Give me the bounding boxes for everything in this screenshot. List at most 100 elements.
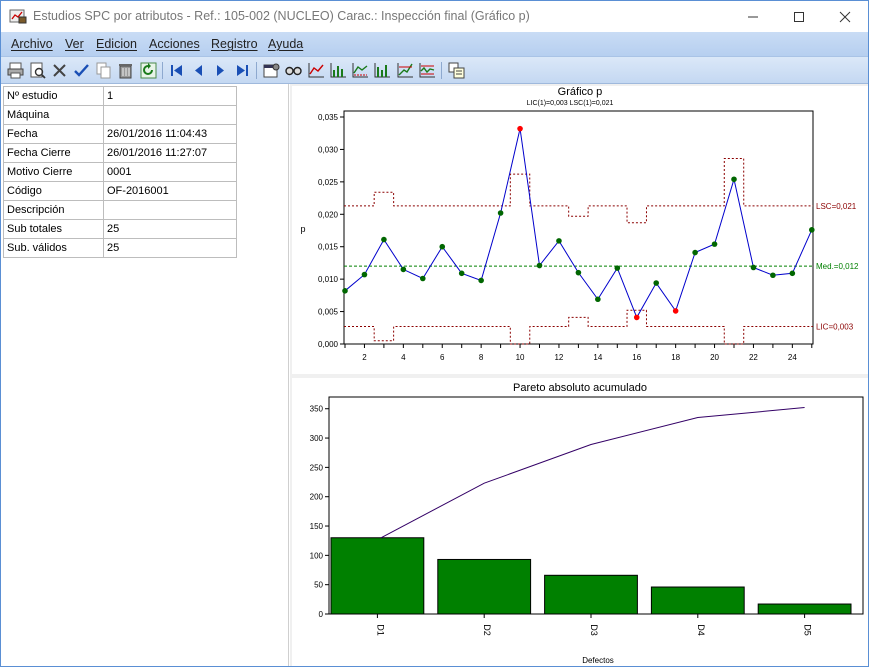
x-tick-label: 2: [362, 353, 367, 362]
info-label: Fecha: [3, 124, 104, 144]
x-tick-label: 22: [749, 353, 758, 362]
x-tick-label: D1: [375, 624, 385, 636]
chart-line-icon[interactable]: [307, 61, 326, 80]
info-row[interactable]: Sub totales 25: [3, 219, 237, 239]
x-tick-label: 18: [671, 353, 680, 362]
close-button[interactable]: [822, 1, 868, 32]
menu-acciones[interactable]: Acciones: [149, 37, 200, 51]
menu-bar: Archivo Ver Edicion Acciones Registro Ay…: [1, 32, 868, 57]
y-tick-label: 0,020: [318, 210, 339, 219]
x-tick-label: 14: [593, 353, 602, 362]
menu-archivo[interactable]: Archivo: [11, 37, 53, 51]
minimize-button[interactable]: [730, 1, 776, 32]
title-bar[interactable]: Estudios SPC por atributos - Ref.: 105-0…: [1, 1, 868, 32]
y-tick-label: 0,015: [318, 243, 339, 252]
info-label: Sub. válidos: [3, 238, 104, 258]
close-icon: [839, 11, 851, 22]
study-info-table: Nº estudio 1 Máquina Fecha 26/01/2016 11:04:…: [3, 86, 237, 258]
info-row[interactable]: Motivo Cierre 0001: [3, 162, 237, 182]
y-axis-label: p: [300, 224, 305, 234]
data-point: [770, 272, 776, 279]
data-point: [361, 271, 368, 278]
refresh-icon[interactable]: [139, 61, 158, 80]
toolbar: [1, 57, 868, 84]
menu-edicion[interactable]: Edicion: [96, 37, 137, 51]
info-value[interactable]: 1: [103, 86, 237, 106]
mean-label: Med.=0,012: [816, 262, 859, 271]
y-tick-label: 0,025: [318, 178, 339, 187]
info-label: Nº estudio: [3, 86, 104, 106]
data-point: [614, 265, 621, 271]
chart-trend-icon[interactable]: [396, 61, 415, 80]
info-label: Fecha Cierre: [3, 143, 104, 163]
p-chart: Gráfico p LIC(1)=0,003 LSC(1)=0,021 0,000 0…: [300, 86, 859, 362]
upper-control-limit: [344, 158, 813, 224]
data-point: [711, 241, 718, 247]
bar-d3: [544, 574, 638, 615]
next-record-icon[interactable]: [211, 61, 230, 80]
y-tick-label: 0: [319, 610, 324, 619]
pareto-chart-panel: Pareto absoluto acumulado 0 50 100 150 200 250…: [292, 378, 868, 666]
y-tick-label: 0,005: [318, 308, 339, 317]
copy-icon[interactable]: [94, 61, 113, 80]
info-label: Sub totales: [3, 219, 104, 239]
x-tick-label: 12: [554, 353, 563, 362]
chart-bar-icon[interactable]: [329, 61, 348, 80]
info-value[interactable]: [103, 200, 237, 220]
cumulative-line: [380, 407, 805, 539]
x-tick-label: D5: [803, 624, 813, 636]
chart-bar-alt-icon[interactable]: [373, 61, 392, 80]
minimize-icon: [748, 16, 758, 17]
properties-icon[interactable]: [262, 61, 281, 80]
info-row[interactable]: Código OF-2016001: [3, 181, 237, 201]
info-value[interactable]: OF-2016001: [103, 181, 237, 201]
study-info-panel: Nº estudio 1 Máquina Fecha 26/01/2016 11:04:…: [1, 84, 289, 666]
info-row[interactable]: Nº estudio 1: [3, 86, 237, 106]
bar-d1: [330, 537, 425, 615]
last-record-icon[interactable]: [233, 61, 252, 80]
print-preview-icon[interactable]: [28, 61, 47, 80]
info-value[interactable]: 26/01/2016 11:04:43: [103, 124, 237, 144]
delete-icon[interactable]: [50, 61, 69, 80]
chart-control-icon[interactable]: [418, 61, 437, 80]
info-row[interactable]: Máquina: [3, 105, 237, 125]
info-label: Descripción: [3, 200, 104, 220]
data-point-out: [633, 314, 640, 321]
data-point: [458, 270, 465, 277]
trash-icon[interactable]: [116, 61, 135, 80]
glasses-icon[interactable]: [284, 61, 303, 80]
info-row[interactable]: Fecha Cierre 26/01/2016 11:27:07: [3, 143, 237, 163]
y-tick-label: 0,035: [318, 113, 339, 122]
check-icon[interactable]: [72, 61, 91, 80]
chart-line-alt-icon[interactable]: [351, 61, 370, 80]
data-point: [731, 176, 737, 183]
data-point: [342, 288, 348, 294]
menu-registro[interactable]: Registro: [211, 37, 258, 51]
info-value[interactable]: [103, 105, 237, 125]
menu-ayuda[interactable]: Ayuda: [268, 37, 304, 51]
print-icon[interactable]: [6, 61, 25, 80]
info-value[interactable]: 26/01/2016 11:27:07: [103, 143, 237, 163]
info-value[interactable]: 0001: [103, 162, 237, 182]
y-tick-label: 250: [310, 463, 324, 472]
previous-record-icon[interactable]: [189, 61, 208, 80]
chart-title: Pareto absoluto acumulado: [513, 382, 647, 394]
info-label: Motivo Cierre: [3, 162, 104, 182]
info-row[interactable]: Sub. válidos 25: [3, 238, 237, 258]
data-point: [556, 238, 562, 244]
info-value[interactable]: 25: [103, 219, 237, 239]
menu-ver[interactable]: Ver: [65, 37, 84, 51]
x-tick-label: D3: [589, 624, 599, 636]
maximize-icon: [794, 11, 804, 22]
export-icon[interactable]: [447, 61, 466, 80]
info-value[interactable]: 25: [103, 238, 237, 258]
x-tick-label: 10: [516, 353, 525, 362]
info-row[interactable]: Descripción: [3, 200, 237, 220]
data-point: [789, 270, 796, 277]
maximize-button[interactable]: [776, 1, 822, 32]
pareto-chart: Pareto absoluto acumulado 0 50 100 150 200 250…: [310, 382, 864, 665]
bar-d4: [650, 586, 745, 615]
first-record-icon[interactable]: [167, 61, 186, 80]
info-row[interactable]: Fecha 26/01/2016 11:04:43: [3, 124, 237, 144]
data-point: [381, 236, 387, 243]
